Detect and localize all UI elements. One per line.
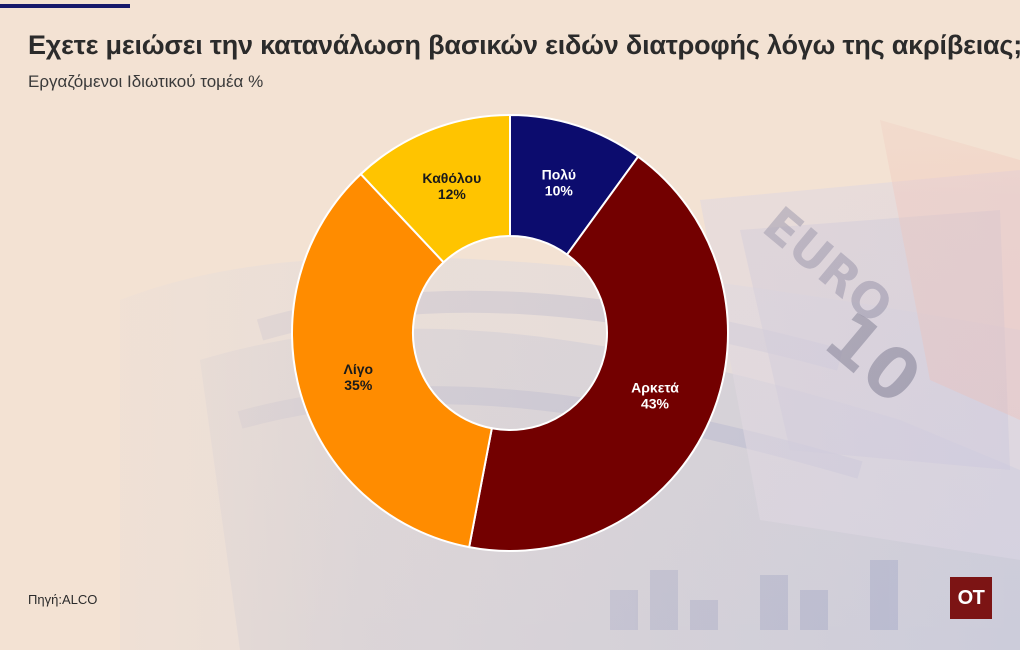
- slice-value-1: 43%: [641, 396, 670, 412]
- chart-subtitle: Εργαζόμενοι Ιδιωτικού τομέα %: [28, 72, 264, 91]
- slice-label-2: Λίγο: [343, 361, 373, 377]
- slice-value-3: 12%: [438, 186, 467, 202]
- donut-slice-3: [359, 113, 511, 264]
- chart-title: Εχετε μειώσει την κατανάλωση βασικών ειδ…: [28, 30, 1020, 60]
- donut-slice-2: [291, 172, 493, 549]
- slice-value-0: 10%: [545, 183, 574, 199]
- accent-bar: [0, 4, 130, 8]
- source-note: Πηγή:ALCO: [28, 592, 98, 607]
- slice-label-0: Πολύ: [542, 167, 576, 183]
- donut-slice-1: [467, 155, 729, 552]
- slice-label-1: Αρκετά: [631, 380, 679, 396]
- slice-value-2: 35%: [344, 377, 373, 393]
- brand-logo: OT: [950, 577, 992, 619]
- slice-label-3: Καθόλου: [422, 170, 481, 186]
- donut-slices: [291, 113, 729, 552]
